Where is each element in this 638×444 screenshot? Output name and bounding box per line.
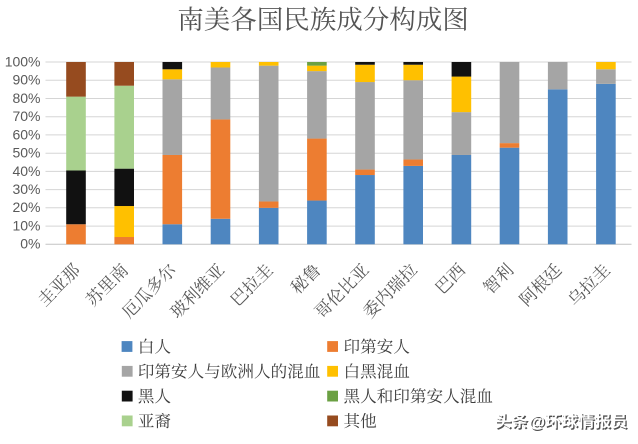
svg-text:20%: 20% — [12, 199, 40, 215]
svg-text:60%: 60% — [12, 126, 40, 142]
svg-text:100%: 100% — [5, 53, 41, 69]
svg-text:10%: 10% — [12, 218, 40, 234]
svg-text:70%: 70% — [12, 108, 40, 124]
svg-text:30%: 30% — [12, 181, 40, 197]
svg-text:80%: 80% — [12, 90, 40, 106]
svg-text:0%: 0% — [20, 236, 40, 252]
svg-text:@: @ — [529, 413, 545, 431]
svg-text:90%: 90% — [12, 72, 40, 88]
svg-text:50%: 50% — [12, 145, 40, 161]
svg-text:@: @ — [530, 414, 546, 432]
svg-text:40%: 40% — [12, 163, 40, 179]
